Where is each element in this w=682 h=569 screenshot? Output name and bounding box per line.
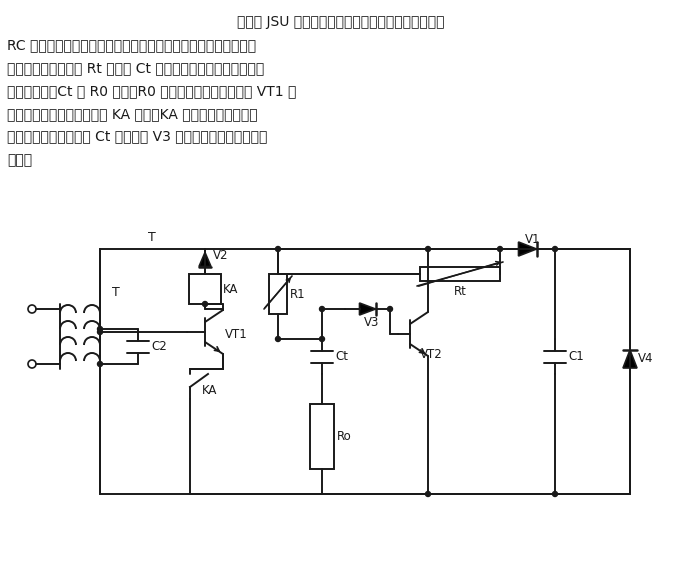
Text: 电压后触发，Ct 经 R0 放电，R0 上产生脉冲电压，晶体管 VT1 从: 电压后触发，Ct 经 R0 放电，R0 上产生脉冲电压，晶体管 VT1 从 — [7, 84, 296, 98]
Text: 经整流、稳压，电阵 Rt 向电容 Ct 充电，当单结晶体管达到峰点: 经整流、稳压，电阵 Rt 向电容 Ct 充电，当单结晶体管达到峰点 — [7, 61, 264, 75]
Text: Ro: Ro — [337, 430, 352, 443]
Circle shape — [387, 307, 393, 311]
Circle shape — [319, 307, 325, 311]
Text: VT1: VT1 — [225, 328, 248, 340]
Circle shape — [552, 492, 557, 497]
Circle shape — [319, 336, 325, 341]
Circle shape — [276, 336, 280, 341]
Text: C1: C1 — [568, 350, 584, 363]
Text: KA: KA — [202, 385, 218, 398]
Circle shape — [552, 246, 557, 251]
Text: Ct: Ct — [335, 350, 348, 363]
Text: V1: V1 — [524, 233, 540, 245]
Text: 延。电源断开后，电容 Ct 经二极管 V3 放电，为下一次延时作好: 延。电源断开后，电容 Ct 经二极管 V3 放电，为下一次延时作好 — [7, 130, 267, 143]
Circle shape — [426, 492, 430, 497]
Text: 所示为 JSU 型晶体管时间继电器电路。电路由电源、: 所示为 JSU 型晶体管时间继电器电路。电路由电源、 — [237, 15, 445, 28]
Circle shape — [276, 246, 280, 251]
Text: T: T — [112, 286, 120, 299]
Text: RC 充电回路、触发器及执行继电器四部分组成。当电源接通后，: RC 充电回路、触发器及执行继电器四部分组成。当电源接通后， — [7, 39, 256, 52]
Circle shape — [98, 327, 102, 332]
Text: KA: KA — [223, 282, 239, 295]
Text: Rt: Rt — [454, 284, 466, 298]
Text: V2: V2 — [213, 249, 228, 262]
Text: 截止转变为导通，使继电器 KA 工作，KA 的触点提供所需的时: 截止转变为导通，使继电器 KA 工作，KA 的触点提供所需的时 — [7, 107, 257, 121]
Bar — [310, 404, 334, 469]
Polygon shape — [623, 350, 637, 368]
Polygon shape — [518, 242, 537, 256]
Text: T: T — [148, 230, 156, 244]
Circle shape — [203, 302, 207, 307]
Text: R1: R1 — [290, 287, 306, 300]
Polygon shape — [359, 303, 376, 315]
Polygon shape — [199, 253, 211, 266]
Text: V3: V3 — [364, 316, 379, 329]
Text: VT2: VT2 — [420, 348, 443, 361]
Circle shape — [98, 329, 102, 335]
Circle shape — [98, 361, 102, 366]
Bar — [420, 267, 500, 281]
Circle shape — [497, 246, 503, 251]
Text: C2: C2 — [151, 340, 167, 353]
Circle shape — [426, 246, 430, 251]
Bar — [189, 274, 221, 304]
Bar — [269, 274, 287, 314]
Text: V4: V4 — [638, 353, 653, 365]
Text: 准备。: 准备。 — [7, 154, 32, 167]
